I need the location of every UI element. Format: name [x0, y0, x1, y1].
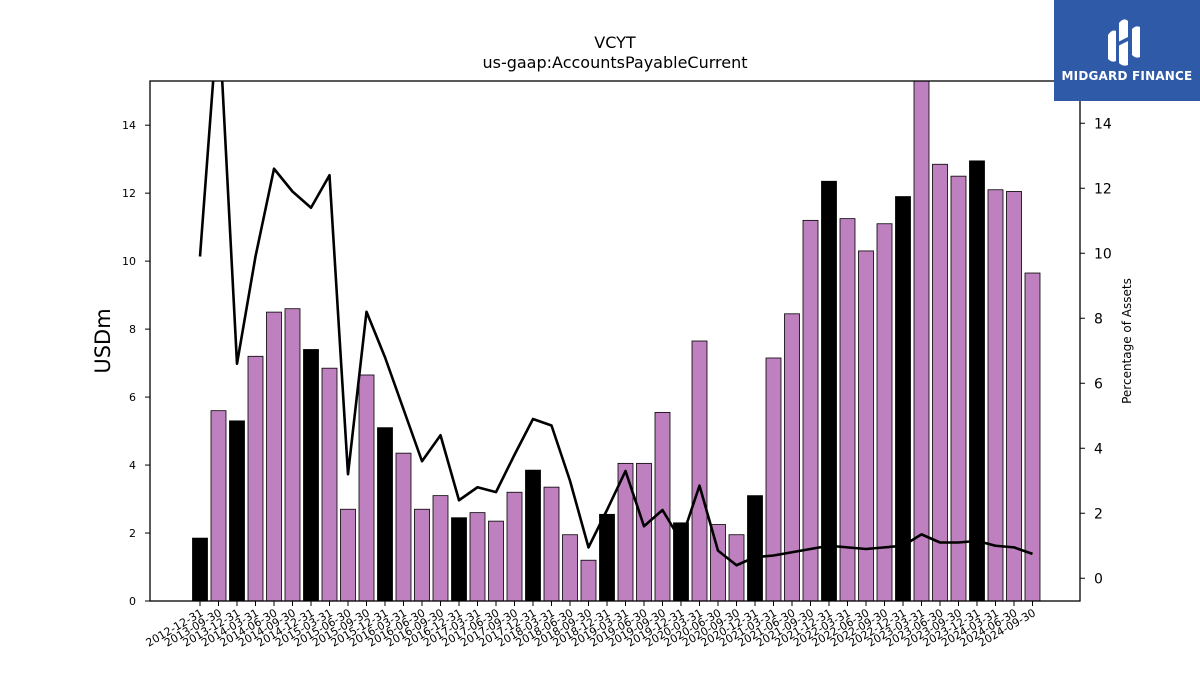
bar-2014-06-30	[266, 311, 282, 602]
y-tick-label: 12	[122, 187, 136, 200]
y2-tick-label: 14	[1094, 116, 1112, 132]
bar-2016-09-30	[432, 495, 449, 602]
bar-2018-12-31	[599, 513, 615, 602]
bar-2017-09-30	[506, 491, 523, 602]
y-tick-label: 8	[129, 323, 136, 336]
brand-logo: MIDGARD FINANCE	[1054, 0, 1200, 101]
bar-2016-12-31	[451, 517, 467, 602]
percentage-line-group	[198, 81, 1033, 567]
bar-2018-09-30	[580, 559, 597, 602]
bar-2016-03-31	[395, 452, 412, 602]
bar-2014-12-31	[303, 349, 319, 602]
bar-2023-06-30	[932, 163, 948, 602]
y-axis-label: USDm	[91, 308, 115, 373]
bar-2022-03-31	[839, 218, 856, 602]
y-tick-label: 0	[129, 595, 136, 608]
plot-frame	[149, 80, 1081, 602]
bar-2020-09-30	[728, 534, 745, 602]
chart-title: VCYT	[594, 33, 636, 52]
brand-name: MIDGARD FINANCE	[1061, 69, 1193, 83]
bar-2020-03-31	[691, 340, 708, 602]
bar-2014-09-30	[284, 308, 301, 602]
chart-subtitle: us-gaap:AccountsPayableCurrent	[482, 53, 747, 72]
right-axis-ticks: 0 2 4 6 8 10 12 14	[1080, 116, 1112, 587]
bar-2024-03-31	[987, 189, 1004, 602]
bar-2018-06-30	[562, 534, 578, 602]
bar-2015-06-30	[340, 508, 356, 602]
bar-2015-03-31	[321, 367, 338, 602]
bar-2023-03-31	[913, 80, 930, 602]
bar-2022-12-31	[895, 196, 911, 602]
y2-tick-label: 8	[1094, 311, 1103, 327]
bar-2013-09-30	[210, 410, 227, 602]
bar-2018-03-31	[543, 486, 560, 602]
percentage-of-assets-line	[198, 81, 1033, 567]
bar-2013-12-31	[229, 420, 245, 602]
midgard-logo-icon	[1108, 19, 1140, 66]
bar-2021-12-31	[821, 180, 837, 602]
bar-2024-06-30	[1006, 191, 1022, 602]
bar-2021-03-31	[765, 357, 782, 602]
bar-2014-03-31	[247, 355, 264, 602]
bar-2021-09-30	[802, 219, 819, 602]
y-tick-label: 14	[122, 119, 136, 132]
x-axis-ticks: 2012-12-312013-09-302013-12-312014-03-31…	[144, 601, 1038, 650]
bar-2015-12-31	[377, 427, 393, 602]
left-axis-ticks: 0 2 4 6 8 10 12 14	[122, 119, 150, 608]
bar-2019-09-30	[654, 411, 671, 602]
bar-2016-06-30	[414, 508, 430, 602]
bar-2017-12-31	[525, 469, 541, 602]
y2-tick-label: 6	[1094, 376, 1103, 392]
y2-tick-label: 12	[1094, 181, 1112, 197]
bar-2023-09-30	[950, 175, 967, 602]
bar-2023-12-31	[969, 160, 985, 602]
bar-2017-06-30	[488, 520, 504, 602]
bar-group	[192, 80, 1041, 602]
y2-tick-label: 10	[1094, 246, 1112, 262]
y-tick-label: 4	[129, 459, 136, 472]
y-tick-label: 10	[122, 255, 136, 268]
bar-2015-09-30	[358, 374, 375, 602]
bar-2019-06-30	[636, 462, 652, 602]
bar-2017-03-31	[469, 512, 486, 602]
y2-axis-label: Percentage of Assets	[1120, 278, 1134, 404]
y-tick-label: 6	[129, 391, 136, 404]
y2-tick-label: 4	[1094, 441, 1103, 457]
bar-2022-09-30	[876, 223, 893, 602]
bar-2012-12-31	[192, 537, 208, 602]
bar-2020-12-31	[747, 495, 763, 602]
y-tick-label: 2	[129, 527, 136, 540]
bar-2021-06-30	[784, 313, 800, 602]
y2-tick-label: 0	[1094, 571, 1103, 587]
y2-tick-label: 2	[1094, 506, 1103, 522]
